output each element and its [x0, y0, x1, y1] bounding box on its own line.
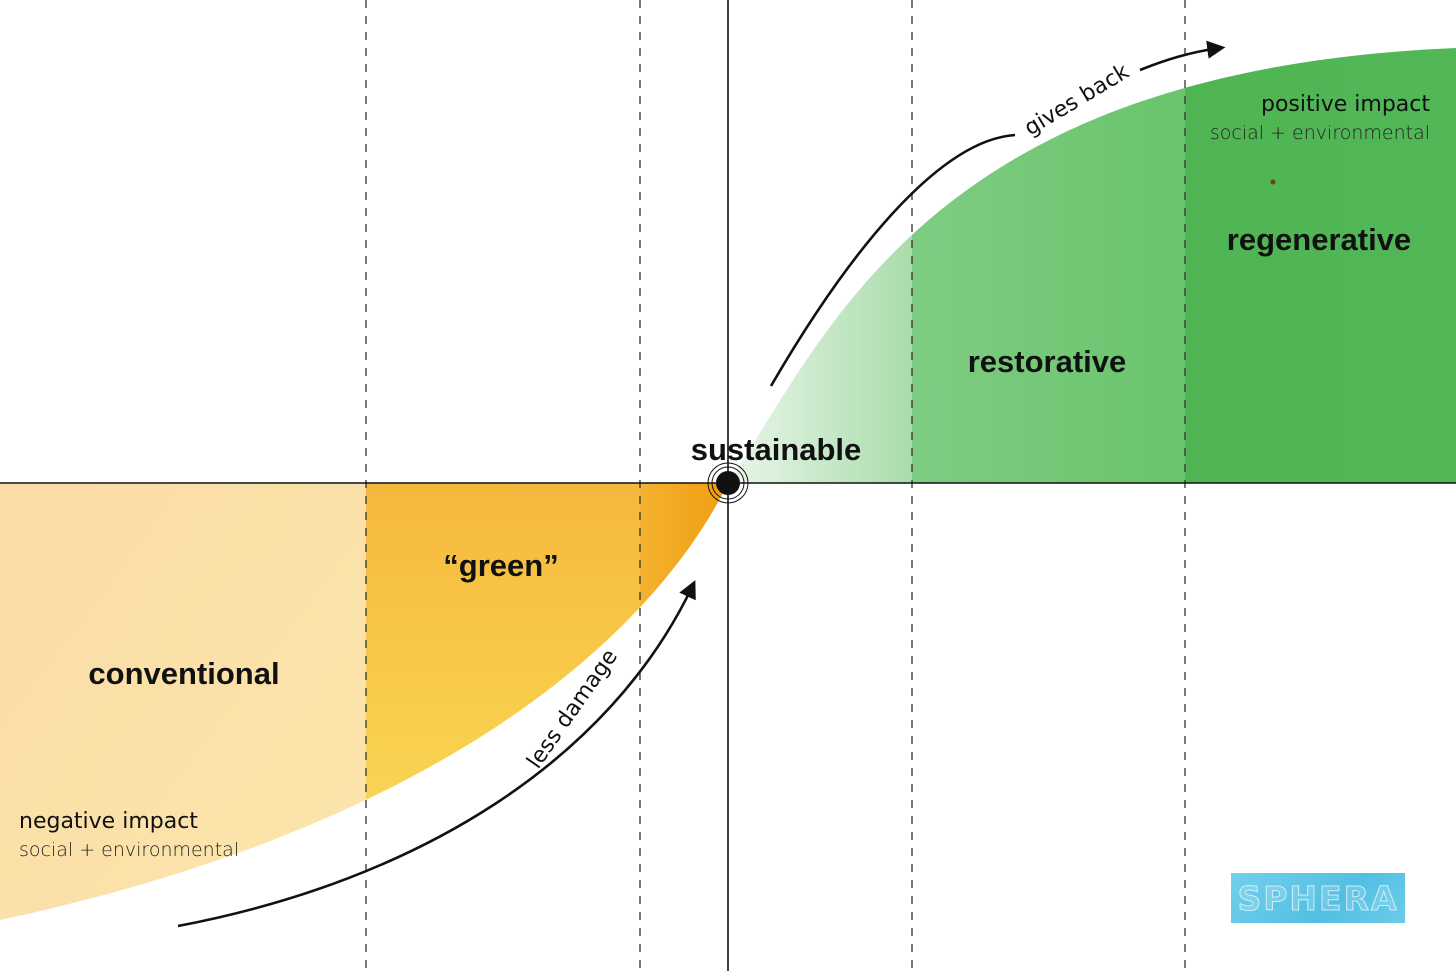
gives-back-arrow — [769, 48, 1220, 387]
positive-impact-subtitle: social + environmental — [1210, 122, 1430, 144]
zone-label-green: “green” — [443, 548, 558, 583]
sustainable-origin-marker — [707, 462, 749, 504]
less-damage-arrow — [177, 580, 696, 928]
sphera-logo: SPHERA — [1231, 873, 1405, 923]
zone-label-restorative: restorative — [968, 344, 1127, 379]
regenerative-zone — [1185, 48, 1456, 483]
logo-text: SPHERA — [1237, 878, 1399, 918]
conventional-zone — [0, 483, 366, 920]
positive-impact-title: positive impact — [1261, 92, 1430, 117]
zone-label-conventional: conventional — [88, 656, 279, 691]
negative-impact-title: negative impact — [19, 809, 198, 834]
green-zone-tip — [640, 483, 728, 920]
sustainable-zone — [728, 48, 912, 483]
zone-label-sustainable: sustainable — [691, 432, 862, 467]
speck — [1270, 179, 1276, 185]
negative-impact-subtitle: social + environmental — [19, 839, 239, 861]
zone-dividers — [365, 0, 1186, 971]
zone-label-regenerative: regenerative — [1227, 222, 1411, 257]
restorative-zone — [912, 48, 1185, 483]
negative-impact-area — [0, 483, 728, 920]
